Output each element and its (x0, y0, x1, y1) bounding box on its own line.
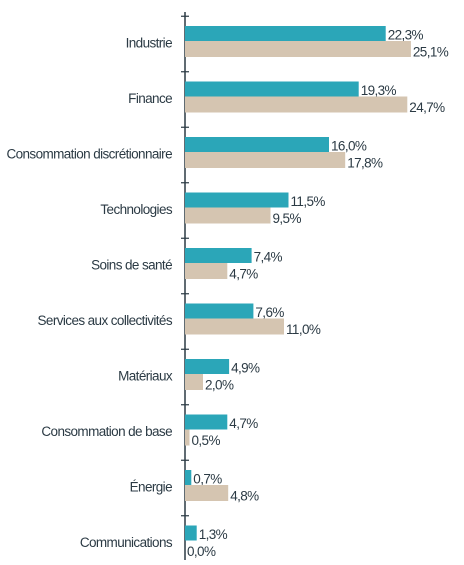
category-label: Services aux collectivités (38, 313, 173, 328)
value-label: 11,5% (291, 194, 326, 209)
category-label: Matériaux (118, 369, 173, 384)
category-label: Technologies (100, 202, 172, 217)
value-label: 0,5% (192, 433, 221, 448)
bar (185, 152, 346, 168)
value-label: 0,0% (187, 544, 216, 559)
category-label: Énergie (130, 480, 172, 495)
bar (185, 137, 329, 152)
category-label: Finance (128, 91, 172, 106)
value-label: 4,8% (230, 489, 259, 504)
bar (185, 429, 190, 446)
bar (185, 318, 284, 335)
value-label: 4,7% (229, 267, 258, 282)
bar (185, 248, 252, 263)
bar (185, 192, 289, 208)
value-label: 7,6% (255, 305, 284, 320)
bar (185, 525, 197, 541)
bar (185, 41, 411, 57)
value-label: 4,9% (231, 361, 260, 376)
value-label: 4,7% (229, 416, 258, 431)
bar (185, 414, 228, 430)
bar (185, 485, 229, 501)
value-label: 2,0% (205, 378, 234, 393)
bar (185, 374, 203, 390)
category-label: Soins de santé (91, 258, 172, 273)
bar (185, 263, 228, 279)
bar (185, 26, 386, 41)
category-label: Consommation discrétionnaire (6, 147, 172, 162)
bar (185, 359, 230, 374)
category-label: Industrie (126, 36, 172, 51)
category-label: Consommation de base (41, 424, 172, 439)
bar (185, 207, 271, 224)
value-label: 1,3% (199, 527, 228, 542)
bar (185, 303, 254, 319)
category-label: Communications (80, 535, 173, 550)
value-label: 25,1% (413, 45, 449, 60)
bar (185, 470, 192, 485)
value-label: 7,4% (254, 250, 283, 265)
value-label: 17,8% (347, 156, 383, 171)
bar (185, 96, 408, 113)
value-label: 22,3% (388, 28, 424, 43)
value-label: 16,0% (331, 139, 367, 154)
value-label: 0,7% (193, 472, 222, 487)
value-label: 19,3% (361, 83, 397, 98)
value-label: 11,0% (286, 322, 321, 337)
value-label: 9,5% (273, 211, 302, 226)
value-label: 24,7% (409, 100, 445, 115)
bar (185, 81, 359, 97)
